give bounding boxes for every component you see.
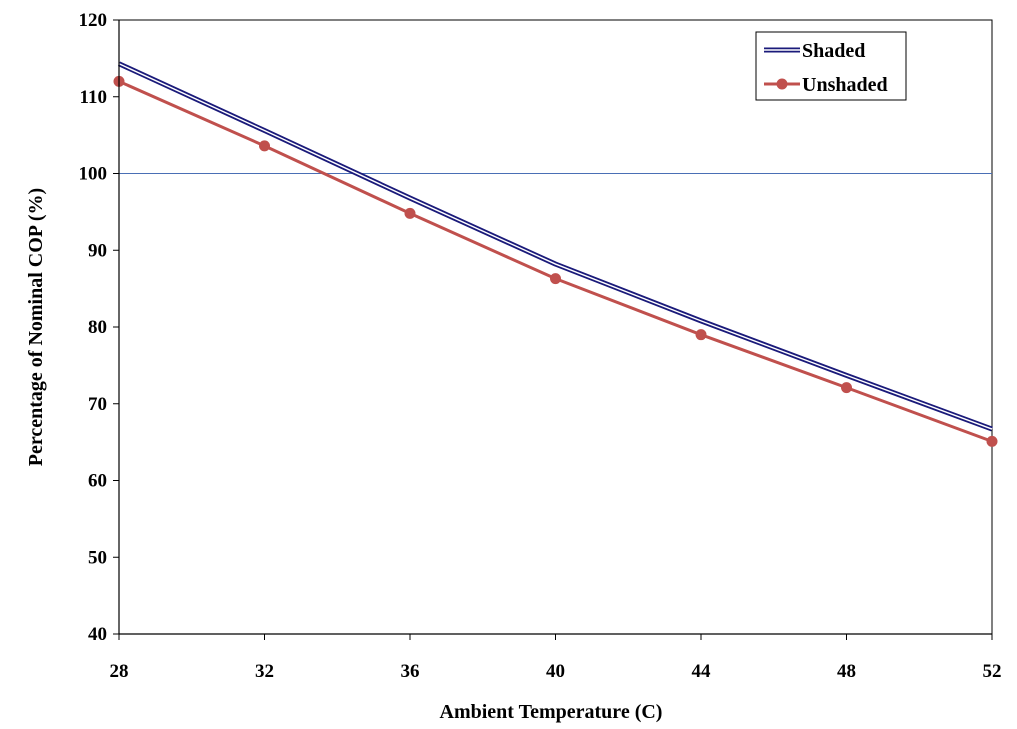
x-tick-labels: 28 32 36 40 44 48 52 xyxy=(110,661,1002,682)
data-point-unshaded xyxy=(841,382,852,394)
data-point-unshaded xyxy=(986,435,998,447)
y-tick-label: 50 xyxy=(88,547,107,568)
y-tick-label: 120 xyxy=(79,10,108,31)
data-point-unshaded xyxy=(404,207,416,219)
y-tick-label: 70 xyxy=(88,394,107,415)
y-tick-label: 100 xyxy=(79,164,108,185)
x-tick-label: 52 xyxy=(983,661,1002,682)
y-tick-label: 110 xyxy=(80,87,107,108)
x-tick-label: 40 xyxy=(546,661,565,682)
y-tick-label: 60 xyxy=(88,471,107,492)
y-tick-label: 40 xyxy=(88,624,107,645)
legend: Shaded Unshaded xyxy=(755,31,907,101)
x-tick-label: 32 xyxy=(255,661,274,682)
x-tick-label: 36 xyxy=(401,661,420,682)
data-point-unshaded xyxy=(550,273,561,285)
data-point-unshaded xyxy=(259,140,270,152)
x-tick-label: 44 xyxy=(692,661,712,682)
legend-label-shaded: Shaded xyxy=(802,40,865,62)
legend-marker-unshaded xyxy=(776,78,788,90)
x-axis-title: Ambient Temperature (C) xyxy=(440,701,663,723)
data-point-unshaded xyxy=(695,329,707,341)
plot-area xyxy=(118,19,993,635)
series-line-inner-shaded xyxy=(118,63,993,430)
y-tick-label: 90 xyxy=(88,240,107,261)
y-tick-labels: 40 50 60 70 80 90 100 110 120 xyxy=(79,10,108,645)
plot-frame xyxy=(118,19,993,635)
x-tick-label: 48 xyxy=(837,661,856,682)
y-axis-title: Percentage of Nominal COP (%) xyxy=(25,188,47,466)
x-tick-label: 28 xyxy=(110,661,129,682)
series-layer xyxy=(113,61,998,447)
legend-label-unshaded: Unshaded xyxy=(802,74,888,96)
axes-layer xyxy=(113,19,993,640)
y-tick-label: 80 xyxy=(88,317,107,338)
